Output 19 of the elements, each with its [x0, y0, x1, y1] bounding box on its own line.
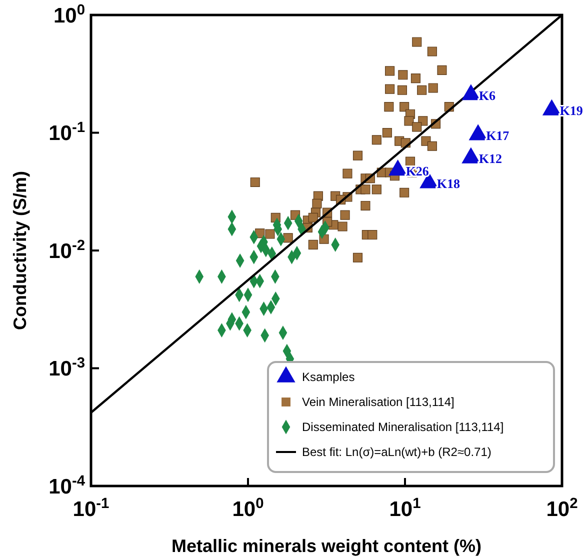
y-axis-title: Conductivity (S/m) — [10, 170, 30, 330]
x-tick-label: 10$^{2}$ — [546, 496, 578, 521]
y-tick-label: 10$^{0}$ — [53, 2, 85, 28]
legend-label: Vein Mineralisation [113,114] — [302, 395, 454, 409]
y-tick-label: 10$^{-4}$ — [48, 473, 86, 498]
annotation: K17 — [486, 128, 510, 143]
y-tick-label: 10$^{-1}$ — [48, 120, 85, 146]
x-tick-label: 10$^{0}$ — [232, 496, 264, 521]
x-axis-title: Metallic minerals weight content (%) — [171, 536, 482, 556]
legend-label: Disseminated Mineralisation [113,114] — [302, 420, 504, 434]
y-tick-label: 10$^{-2}$ — [48, 238, 85, 263]
y-tick-label: 10$^{-3}$ — [48, 356, 85, 381]
annotation: K18 — [436, 176, 461, 191]
annotation: K6 — [478, 88, 496, 103]
legend-label: Ksamples — [302, 370, 355, 384]
x-tick-label: 10$^{1}$ — [389, 496, 421, 521]
x-tick-label: 10$^{-1}$ — [72, 496, 110, 521]
legend-label: Best fit: Ln(σ)=aLn(wt)+b (R2≈0.71) — [302, 445, 492, 459]
annotation: K12 — [478, 151, 502, 166]
